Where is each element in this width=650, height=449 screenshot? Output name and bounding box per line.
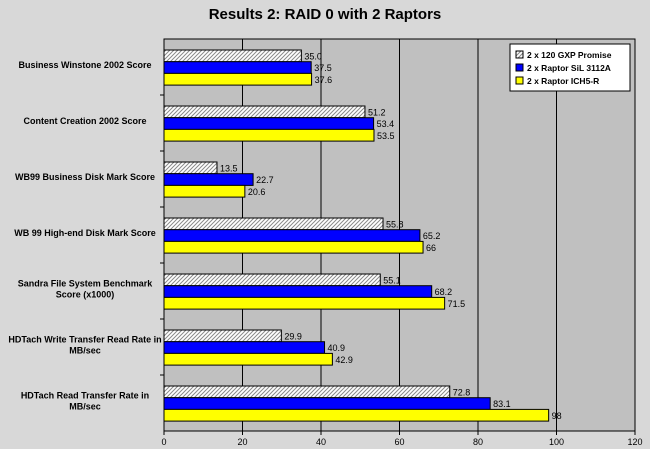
x-tick-label: 80 <box>473 437 483 447</box>
x-tick-label: 0 <box>161 437 166 447</box>
category-label: WB 99 High-end Disk Mark Score <box>14 228 156 238</box>
bar <box>163 128 375 142</box>
category-label: Sandra File System Benchmark Score (x1000… <box>18 279 154 300</box>
bar <box>163 408 550 422</box>
bar <box>163 229 421 242</box>
data-label: 40.9 <box>328 343 346 353</box>
x-tick-label: 40 <box>316 437 326 447</box>
data-label: 72.8 <box>453 387 471 397</box>
bar <box>163 117 375 130</box>
category-label: HDTach Read Transfer Rate in MB/sec <box>21 391 149 412</box>
x-tick-label: 60 <box>394 437 404 447</box>
data-label: 55.1 <box>383 275 401 285</box>
data-label: 65.2 <box>423 231 441 241</box>
bar <box>163 61 312 74</box>
data-label: 22.7 <box>256 175 274 185</box>
data-label: 35.0 <box>304 51 322 61</box>
bar <box>163 217 384 231</box>
data-label: 53.4 <box>377 119 395 129</box>
x-tick-label: 100 <box>549 437 564 447</box>
legend-label: 2 x Raptor ICH5-R <box>527 76 599 86</box>
data-label: 83.1 <box>493 399 511 409</box>
bar <box>163 184 246 198</box>
bar <box>163 341 326 354</box>
bar <box>163 240 424 254</box>
x-tick-label: 120 <box>627 437 642 447</box>
data-label: 68.2 <box>435 287 453 297</box>
data-label: 29.9 <box>284 331 302 341</box>
category-label: Content Creation 2002 Score <box>23 116 146 126</box>
legend-swatch <box>515 63 524 72</box>
data-label: 42.9 <box>335 355 353 365</box>
bar <box>163 105 366 119</box>
bar <box>163 273 381 287</box>
data-label: 98 <box>552 411 562 421</box>
data-label: 37.5 <box>314 63 332 73</box>
data-label: 13.5 <box>220 163 238 173</box>
data-label: 51.2 <box>368 107 386 117</box>
bar <box>163 49 302 63</box>
legend <box>509 43 631 92</box>
data-label: 55.8 <box>386 219 404 229</box>
bar <box>163 72 313 86</box>
data-label: 71.5 <box>448 299 466 309</box>
chart-title: Results 2: RAID 0 with 2 Raptors <box>208 6 442 23</box>
x-tick-label: 20 <box>237 437 247 447</box>
data-label: 66 <box>426 243 436 253</box>
bar <box>163 161 218 175</box>
bar <box>163 285 433 298</box>
bar <box>163 352 333 366</box>
bar <box>163 385 451 399</box>
data-label: 53.5 <box>377 131 395 141</box>
bar <box>163 296 446 310</box>
legend-swatch <box>515 76 524 85</box>
legend-label: 2 x Raptor SiL 3112A <box>527 63 611 73</box>
category-label: Business Winstone 2002 Score <box>19 60 152 70</box>
legend-label: 2 x 120 GXP Promise <box>527 50 612 60</box>
bar <box>163 173 254 186</box>
data-label: 20.6 <box>248 187 266 197</box>
legend-swatch <box>515 50 524 59</box>
category-label: HDTach Write Transfer Read Rate in MB/sec <box>8 335 161 356</box>
bar <box>163 397 491 410</box>
category-label: WB99 Business Disk Mark Score <box>15 172 155 182</box>
data-label: 37.6 <box>315 75 333 85</box>
bar <box>163 329 282 343</box>
